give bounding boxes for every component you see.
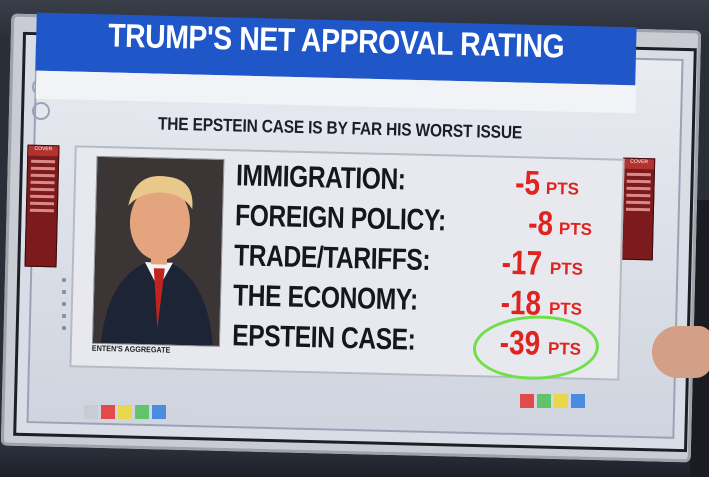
bottom-right-tiles[interactable] bbox=[520, 394, 585, 408]
issue-unit: PTS bbox=[549, 258, 584, 279]
issue-row-epstein-case: EPSTEIN CASE: -39 PTS bbox=[232, 319, 581, 363]
issue-label: FOREIGN POLICY: bbox=[234, 199, 447, 238]
issue-row-immigration: IMMIGRATION: -5 PTS bbox=[236, 159, 579, 202]
issue-unit: PTS bbox=[558, 219, 593, 239]
highlight-circle bbox=[472, 313, 600, 382]
photo-caption: ENTEN'S AGGREGATE bbox=[91, 343, 171, 355]
left-tab-header: COVER bbox=[28, 145, 59, 157]
refresh-icon[interactable] bbox=[32, 102, 50, 120]
issue-label: TRADE/TARIFFS: bbox=[233, 239, 431, 278]
issue-value: -8 bbox=[527, 204, 554, 244]
issue-row-economy: THE ECONOMY: -18 PTS bbox=[233, 279, 582, 323]
issue-unit: PTS bbox=[545, 178, 580, 199]
approval-panel: ENTEN'S AGGREGATE IMMIGRATION: -5 PTS FO… bbox=[69, 145, 625, 382]
issue-label: IMMIGRATION: bbox=[235, 159, 406, 197]
portrait-photo bbox=[91, 155, 225, 347]
issue-label: EPSTEIN CASE: bbox=[231, 319, 416, 357]
issue-label: THE ECONOMY: bbox=[232, 279, 419, 317]
bottom-left-tiles[interactable] bbox=[84, 405, 166, 419]
suit-portrait-icon bbox=[92, 156, 224, 346]
issue-value: -17 bbox=[501, 243, 543, 283]
issue-value: -5 bbox=[514, 164, 541, 203]
right-tab-header: COVER bbox=[623, 158, 655, 170]
left-side-tab[interactable]: COVER bbox=[24, 144, 60, 268]
left-dot-rail bbox=[62, 270, 66, 338]
presenter-hand bbox=[652, 326, 709, 378]
right-side-tab[interactable]: COVER bbox=[620, 157, 656, 261]
issue-row-foreign-policy: FOREIGN POLICY: -8 PTS bbox=[235, 199, 592, 243]
issue-row-trade-tariffs: TRADE/TARIFFS: -17 PTS bbox=[234, 239, 583, 283]
